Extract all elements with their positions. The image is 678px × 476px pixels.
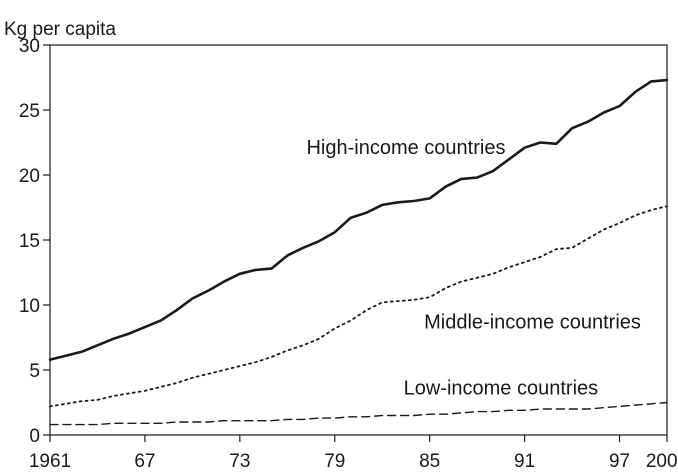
x-tick-label: 2000 [646,451,678,472]
annotations: High-income countries Middle-income count… [306,137,640,400]
series-annotation: Middle-income countries [424,311,641,333]
series-lines [48,78,669,426]
x-tick-label: 91 [514,451,535,472]
y-tick-label: 15 [19,231,40,252]
y-tick-label: 10 [19,296,40,317]
x-tick-label: 1961 [29,451,71,472]
x-tick-label: 73 [229,451,250,472]
plot-frame [49,44,668,436]
x-tick-label: 79 [324,451,345,472]
y-axis-unit-label: Kg per capita [4,19,116,40]
x-tick-label: 97 [609,451,630,472]
y-tick-label: 5 [29,361,40,382]
series-line-high-income [48,78,669,361]
series-line-low-income [49,401,668,426]
x-tick-label: 67 [134,451,155,472]
y-tick-label: 30 [19,36,40,57]
y-tick-label: 20 [19,166,40,187]
series-annotation: High-income countries [306,137,505,159]
y-tick-label: 0 [29,426,40,447]
x-tick-label: 85 [419,451,440,472]
y-tick-label: 25 [19,101,40,122]
series-annotation: Low-income countries [404,378,599,400]
axis-ticks: 0 5 10 15 20 25 30 1961 67 73 79 85 91 97 2000 [19,36,678,472]
series-line-middle-income [49,205,668,408]
